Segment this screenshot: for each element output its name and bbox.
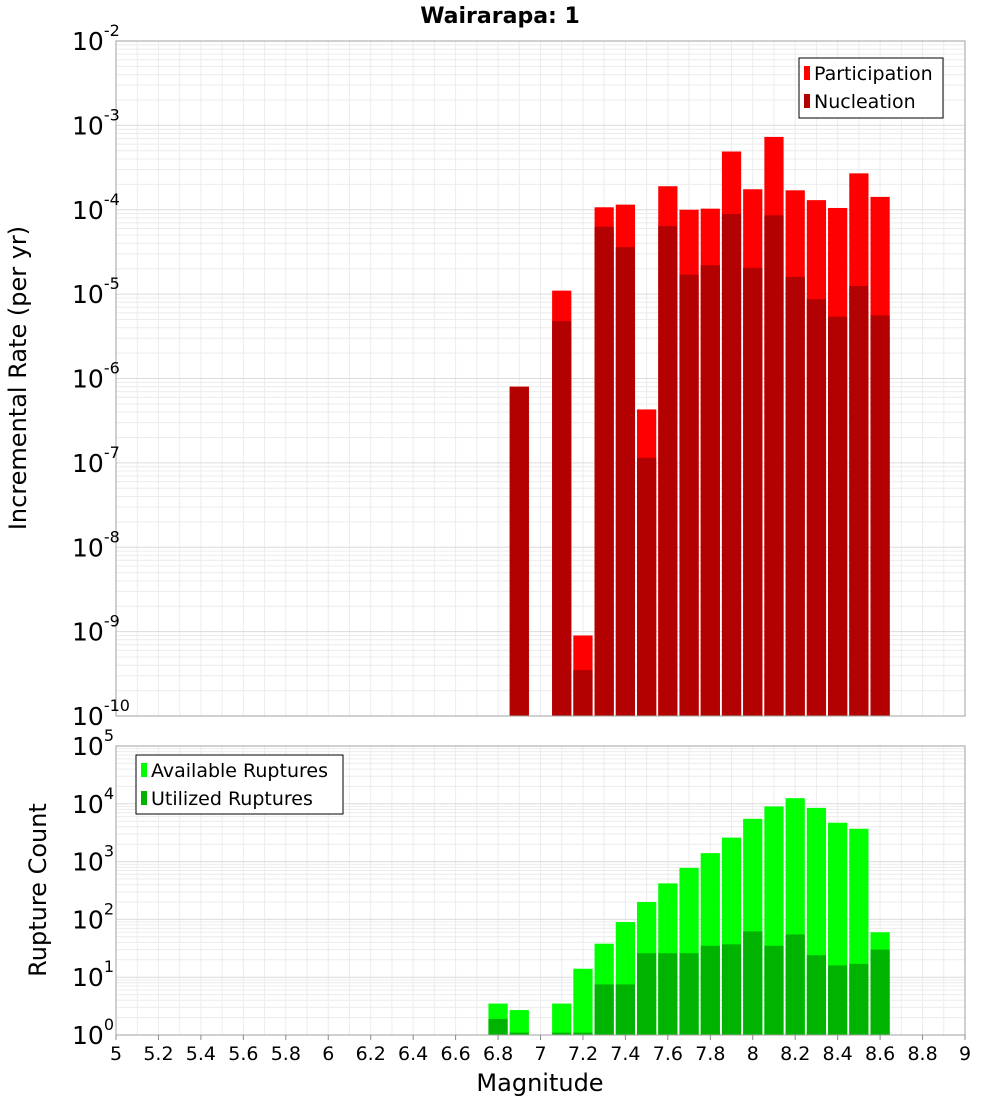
x-tick-label: 6.6 [440,1043,470,1065]
y-tick-label: 10-4 [72,190,120,225]
legend-label-nucleation: Nucleation [814,91,916,113]
bottom-y-ticks: 100 101 102 103 104 105 [72,726,114,1050]
x-tick-label: 6.4 [398,1043,428,1065]
bottom-legend-box [135,754,344,815]
x-tick-label: 5.8 [271,1043,301,1065]
x-ticks: 5 5.2 5.4 5.6 5.8 6 6.2 6.4 6.6 6.8 7 7.2 7.4 7.6 7.8 8… [110,1035,971,1065]
bar-nucleation [764,215,784,717]
bar-nucleation [870,315,890,716]
bar-available-ruptures [509,1010,529,1035]
bar-utilized-ruptures [573,1032,593,1035]
bar-nucleation [658,226,678,716]
bar-nucleation [828,316,848,716]
legend-swatch-nucleation [804,94,810,108]
bar-nucleation [700,265,720,716]
legend-swatch-utilized-ruptures [141,791,147,805]
y-tick-label: 10-6 [72,359,120,394]
bar-utilized-ruptures [785,934,805,1035]
top-legend-box [798,57,944,119]
top-y-ticks: 10-10 10-9 10-8 10-7 10-6 10-5 10-4 10-3 10-2 [72,21,130,731]
x-tick-label: 6.8 [483,1043,513,1065]
bottom-legend: Available Ruptures Utilized Ruptures [135,754,344,815]
legend-swatch-participation [804,66,810,80]
y-tick-label: 101 [72,957,114,992]
bar-utilized-ruptures [849,963,869,1035]
bar-nucleation [785,276,805,716]
bar-nucleation [721,214,742,717]
bar-utilized-ruptures [615,984,636,1035]
y-tick-label: 10-3 [72,105,120,140]
bar-nucleation [679,274,699,716]
x-tick-label: 8.6 [865,1043,895,1065]
x-tick-label: 8.2 [780,1043,810,1065]
bar-utilized-ruptures [764,945,784,1035]
x-tick-label: 7.8 [695,1043,725,1065]
bar-utilized-ruptures [637,953,657,1035]
y-tick-label: 10-9 [72,612,120,647]
legend-label-utilized-ruptures: Utilized Ruptures [151,788,313,810]
bar-utilized-ruptures [488,1018,508,1035]
x-tick-label: 8.8 [907,1043,937,1065]
bar-nucleation [615,247,636,716]
y-tick-label: 10-10 [72,696,130,731]
y-tick-label: 105 [72,726,114,761]
bottom-bars [488,798,890,1035]
x-tick-label: 8 [747,1043,759,1065]
bar-utilized-ruptures [806,955,827,1035]
x-tick-label: 6.2 [356,1043,386,1065]
bottom-panel: 100 101 102 103 104 105 Rupture Count Availab… [24,726,971,1097]
bar-utilized-ruptures [594,984,614,1035]
bar-utilized-ruptures [743,931,763,1035]
x-tick-label: 5.4 [186,1043,216,1065]
chart-title: Wairarapa: 1 [420,4,580,29]
x-tick-label: 5.2 [143,1043,173,1065]
x-tick-label: 5 [110,1043,122,1065]
x-tick-label: 6 [322,1043,334,1065]
x-tick-label: 7.2 [568,1043,598,1065]
y-tick-label: 102 [72,899,114,934]
x-tick-label: 8.4 [823,1043,853,1065]
bar-utilized-ruptures [721,944,742,1035]
bar-utilized-ruptures [828,965,848,1035]
bar-available-ruptures [573,968,593,1035]
y-tick-label: 10-8 [72,527,120,562]
x-tick-label: 5.6 [228,1043,258,1065]
x-axis-label: Magnitude [476,1069,603,1097]
bar-utilized-ruptures [509,1032,529,1035]
x-tick-label: 7.4 [610,1043,640,1065]
top-legend: Participation Nucleation [798,57,944,119]
top-bars [509,136,890,717]
y-tick-label: 103 [72,842,114,877]
y-tick-label: 100 [72,1015,114,1050]
bar-nucleation [509,386,529,716]
bottom-y-axis-label: Rupture Count [24,803,52,977]
bar-nucleation [637,457,657,716]
bar-utilized-ruptures [552,1032,572,1035]
top-plot-frame [115,40,966,717]
bar-utilized-ruptures [679,953,699,1035]
legend-swatch-available-ruptures [141,763,147,777]
top-panel: 10-10 10-9 10-8 10-7 10-6 10-5 10-4 10-3 10-2 In… [4,21,966,731]
bar-nucleation [552,321,572,716]
y-tick-label: 104 [72,784,114,819]
bar-utilized-ruptures [870,949,890,1035]
bar-utilized-ruptures [658,953,678,1035]
bar-available-ruptures [552,1003,572,1035]
bar-nucleation [806,299,827,716]
x-tick-label: 9 [959,1043,971,1065]
bar-nucleation [849,285,869,716]
bar-nucleation [743,267,763,716]
bar-utilized-ruptures [700,945,720,1035]
legend-label-participation: Participation [814,63,933,85]
bar-nucleation [594,226,614,716]
x-tick-label: 7.6 [653,1043,683,1065]
y-tick-label: 10-2 [72,21,120,56]
top-y-axis-label: Incremental Rate (per yr) [4,226,32,530]
y-tick-label: 10-7 [72,443,120,478]
legend-label-available-ruptures: Available Ruptures [151,760,328,782]
x-tick-label: 7 [534,1043,546,1065]
bar-nucleation [573,670,593,716]
y-tick-label: 10-5 [72,274,120,309]
